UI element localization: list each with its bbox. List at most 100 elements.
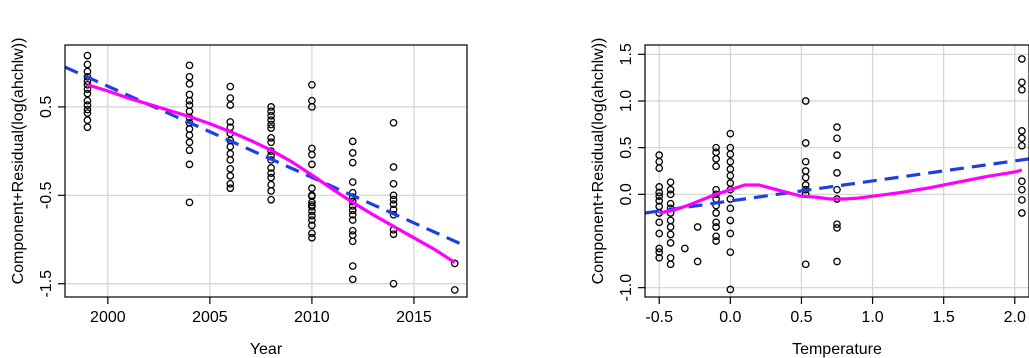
plot-frame xyxy=(64,44,468,298)
data-point xyxy=(833,151,841,159)
y-tick-label: -1.5 xyxy=(38,270,55,298)
data-point xyxy=(267,187,275,195)
data-point xyxy=(655,229,664,238)
data-point xyxy=(666,190,675,199)
x-axis-label: Temperature xyxy=(792,341,882,358)
data-point xyxy=(1018,185,1026,194)
data-point xyxy=(267,111,275,120)
data-point xyxy=(833,169,841,177)
data-point xyxy=(666,253,675,262)
data-point xyxy=(83,96,92,105)
data-point xyxy=(185,90,194,99)
data-point xyxy=(801,173,810,182)
data-point xyxy=(226,94,235,102)
data-point xyxy=(1018,55,1026,63)
data-point xyxy=(833,220,841,229)
data-point xyxy=(655,248,664,257)
linear-fit-line xyxy=(65,65,467,249)
data-point xyxy=(726,129,735,138)
data-point xyxy=(389,179,398,188)
data-point xyxy=(185,125,194,133)
data-point xyxy=(185,146,194,155)
data-point xyxy=(801,181,810,189)
smooth-fit-line xyxy=(658,168,1023,215)
y-tick-label: 1.5 xyxy=(618,43,635,65)
data-point xyxy=(226,172,235,180)
data-point xyxy=(450,286,459,294)
data-point xyxy=(726,216,735,225)
data-point xyxy=(348,210,357,219)
x-tick-label: 0.0 xyxy=(719,309,741,326)
data-point xyxy=(680,244,689,253)
data-point xyxy=(1018,134,1026,143)
data-point xyxy=(83,101,92,109)
data-point xyxy=(348,275,357,284)
data-point xyxy=(185,138,194,147)
y-axis-label: Component+Residual(log(ahchlw)) xyxy=(10,38,27,285)
data-point xyxy=(348,226,357,235)
data-point xyxy=(226,156,235,164)
data-point xyxy=(712,209,720,217)
data-point xyxy=(308,221,316,230)
data-point xyxy=(185,131,194,140)
data-point xyxy=(348,178,357,186)
data-point xyxy=(655,244,664,253)
data-point xyxy=(666,239,675,247)
data-point xyxy=(185,96,194,105)
plot-area xyxy=(645,55,1029,294)
data-point xyxy=(726,229,735,238)
data-point xyxy=(833,224,841,232)
data-point xyxy=(267,169,275,178)
x-tick-label: 1.5 xyxy=(933,309,955,326)
data-point xyxy=(83,60,92,69)
data-point xyxy=(666,178,675,187)
data-point xyxy=(308,80,316,89)
data-point xyxy=(801,139,810,147)
data-point xyxy=(308,233,316,242)
data-point xyxy=(801,97,810,105)
x-tick-label: 2010 xyxy=(294,309,330,326)
data-point xyxy=(389,279,398,288)
data-point xyxy=(185,198,194,207)
data-point xyxy=(801,167,810,175)
data-point xyxy=(267,133,275,142)
data-point xyxy=(226,179,235,188)
data-point xyxy=(267,195,275,204)
data-point xyxy=(308,201,316,209)
data-point xyxy=(712,232,720,241)
data-point xyxy=(693,257,702,266)
data-point xyxy=(83,51,92,60)
y-tick-label: 1.0 xyxy=(618,90,635,112)
data-point xyxy=(389,163,398,171)
data-point xyxy=(348,262,357,270)
data-point xyxy=(1018,78,1026,87)
data-point xyxy=(833,123,841,131)
data-point xyxy=(693,223,702,231)
data-point xyxy=(267,124,275,132)
year-partial-residual-plot: 2000 2005 2010 2015 -1.5 -0.5 0.5 Year Component… xyxy=(10,38,468,358)
data-point xyxy=(666,216,675,225)
x-tick-label: 2005 xyxy=(192,309,228,326)
data-point xyxy=(655,218,664,227)
data-point xyxy=(389,118,398,127)
data-point xyxy=(185,160,194,169)
data-point xyxy=(726,150,735,159)
data-point xyxy=(226,142,235,151)
data-point xyxy=(726,285,735,294)
plot-frame xyxy=(644,44,1029,298)
data-point xyxy=(1018,127,1026,135)
data-point xyxy=(226,101,235,109)
y-axis-label: Component+Residual(log(ahchlw)) xyxy=(590,38,607,285)
data-point xyxy=(267,173,275,182)
x-tick-label: 2.0 xyxy=(1004,309,1026,326)
data-point xyxy=(185,107,194,116)
data-point xyxy=(308,103,316,111)
data-point xyxy=(83,116,92,125)
data-point xyxy=(1018,141,1026,150)
data-point xyxy=(450,259,459,268)
data-point xyxy=(712,223,720,231)
data-point xyxy=(389,195,398,204)
data-point xyxy=(1018,177,1026,186)
data-point xyxy=(83,67,92,76)
